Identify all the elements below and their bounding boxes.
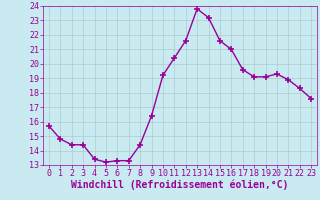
- X-axis label: Windchill (Refroidissement éolien,°C): Windchill (Refroidissement éolien,°C): [71, 180, 289, 190]
